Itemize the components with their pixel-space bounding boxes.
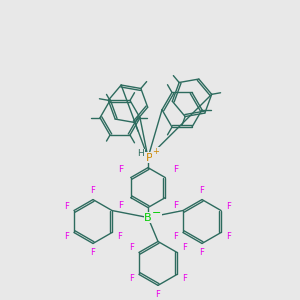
Text: F: F: [173, 165, 178, 174]
Text: F: F: [226, 202, 231, 211]
Text: B: B: [144, 212, 152, 223]
Text: F: F: [173, 201, 178, 210]
Text: −: −: [152, 208, 162, 218]
Text: F: F: [156, 290, 161, 299]
Text: F: F: [118, 165, 123, 174]
Text: F: F: [118, 201, 123, 210]
Text: F: F: [64, 202, 69, 211]
Text: P: P: [146, 153, 152, 163]
Text: F: F: [200, 186, 204, 195]
Text: F: F: [226, 232, 231, 242]
Text: F: F: [129, 274, 134, 284]
Text: F: F: [64, 232, 69, 242]
Text: F: F: [91, 248, 95, 257]
Text: +: +: [153, 147, 159, 156]
Text: F: F: [91, 186, 95, 195]
Text: F: F: [200, 248, 204, 257]
Text: F: F: [182, 244, 187, 253]
Text: F: F: [182, 274, 187, 284]
Text: F: F: [173, 232, 178, 242]
Text: H: H: [138, 149, 144, 158]
Text: F: F: [129, 244, 134, 253]
Text: F: F: [117, 232, 122, 242]
